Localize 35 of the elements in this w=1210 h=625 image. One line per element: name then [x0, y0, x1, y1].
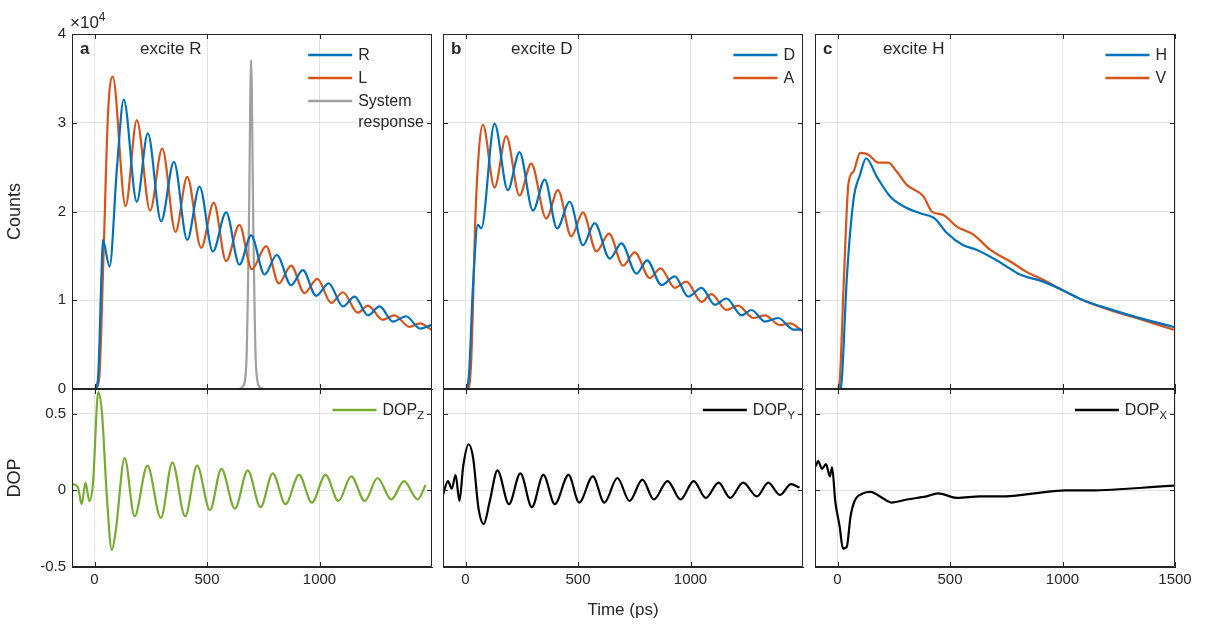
annotation: c: [823, 39, 833, 58]
x-tick-label: 1000: [302, 570, 337, 588]
x-tick-label: 1500: [1158, 570, 1192, 588]
x-tick-label: 500: [565, 570, 591, 588]
y-tick-label: 0: [57, 480, 66, 498]
legend-label: R: [358, 46, 370, 63]
annotation: excite H: [883, 39, 945, 58]
legend-label: System response: [358, 92, 425, 130]
y-tick-label: 1: [57, 290, 66, 308]
y-tick-label: -0.5: [40, 557, 66, 575]
x-tick-label: 1000: [673, 570, 708, 588]
annotation: b: [451, 39, 462, 58]
y-tick-label: 2: [57, 201, 66, 219]
x-tick-label: 0: [461, 570, 470, 588]
legend-label: H: [1155, 46, 1168, 63]
annotation: a: [80, 39, 90, 58]
y-tick-label: 4: [57, 24, 66, 42]
legend-label: L: [358, 69, 368, 86]
y-axis-title: Counts: [3, 182, 24, 241]
x-tick-label: 0: [90, 570, 99, 588]
legend-label: V: [1155, 69, 1167, 86]
x-tick-label: 500: [194, 570, 220, 588]
y-tick-label: 0.5: [45, 403, 66, 421]
annotation: excite R: [140, 39, 202, 58]
line-series: [72, 390, 427, 552]
y-tick-label: 0: [57, 379, 66, 397]
y-axis-title: DOP: [3, 458, 24, 498]
y-tick-label: 3: [57, 112, 66, 130]
legend-label: D: [783, 46, 796, 63]
x-tick-label: 0: [833, 570, 842, 588]
annotation: excite D: [511, 39, 573, 58]
x-axis-title: Time (ps): [587, 600, 659, 620]
x-tick-label: 500: [937, 570, 963, 588]
x-tick-label: 1000: [1045, 570, 1080, 588]
legend-label: A: [783, 69, 795, 86]
